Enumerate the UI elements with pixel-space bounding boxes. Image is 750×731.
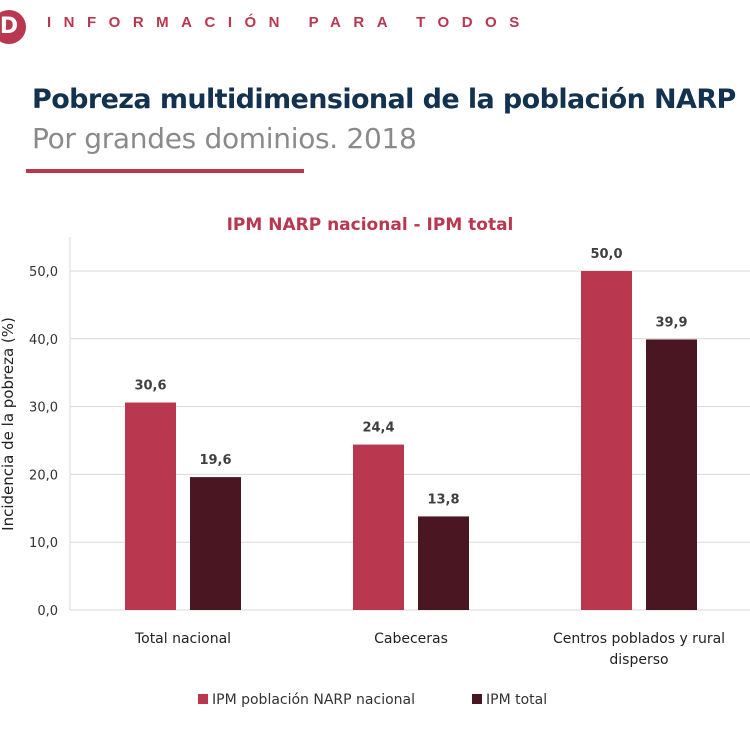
page-title: Pobreza multidimensional de la población… [32, 84, 736, 115]
bar [353, 444, 404, 610]
bar [581, 271, 632, 610]
x-tick-label: Total nacional [134, 631, 231, 647]
page-subtitle: Por grandes dominios. 2018 [32, 122, 417, 155]
bar [125, 402, 176, 610]
bar [190, 477, 241, 610]
y-tick-label: 0,0 [37, 604, 58, 619]
legend-label: IPM total [486, 692, 547, 708]
data-label: 13,8 [427, 492, 459, 507]
legend-label: IPM población NARP nacional [212, 692, 415, 708]
tagline: INFORMACIÓN PARA TODOS [47, 14, 532, 31]
chart-title: IPM NARP nacional - IPM total [227, 215, 514, 235]
data-label: 19,6 [199, 453, 231, 468]
bar [418, 516, 469, 610]
data-label: 30,6 [134, 379, 166, 394]
data-label: 50,0 [590, 247, 622, 262]
legend-swatch [198, 694, 208, 704]
dane-logo: D [0, 10, 26, 44]
y-tick-label: 30,0 [29, 401, 58, 416]
y-tick-label: 40,0 [29, 333, 58, 348]
x-tick-label: disperso [609, 652, 668, 668]
y-tick-label: 50,0 [29, 265, 58, 280]
x-tick-label: Cabeceras [374, 631, 448, 647]
y-tick-label: 10,0 [29, 536, 58, 551]
legend-swatch [472, 694, 482, 704]
title-underline [26, 169, 304, 173]
x-tick-label: Centros poblados y rural [553, 631, 725, 647]
data-label: 24,4 [362, 421, 394, 436]
data-label: 39,9 [655, 315, 687, 330]
y-axis-label: Incidencia de la pobreza (%) [0, 317, 17, 531]
bar [646, 339, 697, 610]
y-tick-label: 20,0 [29, 468, 58, 483]
